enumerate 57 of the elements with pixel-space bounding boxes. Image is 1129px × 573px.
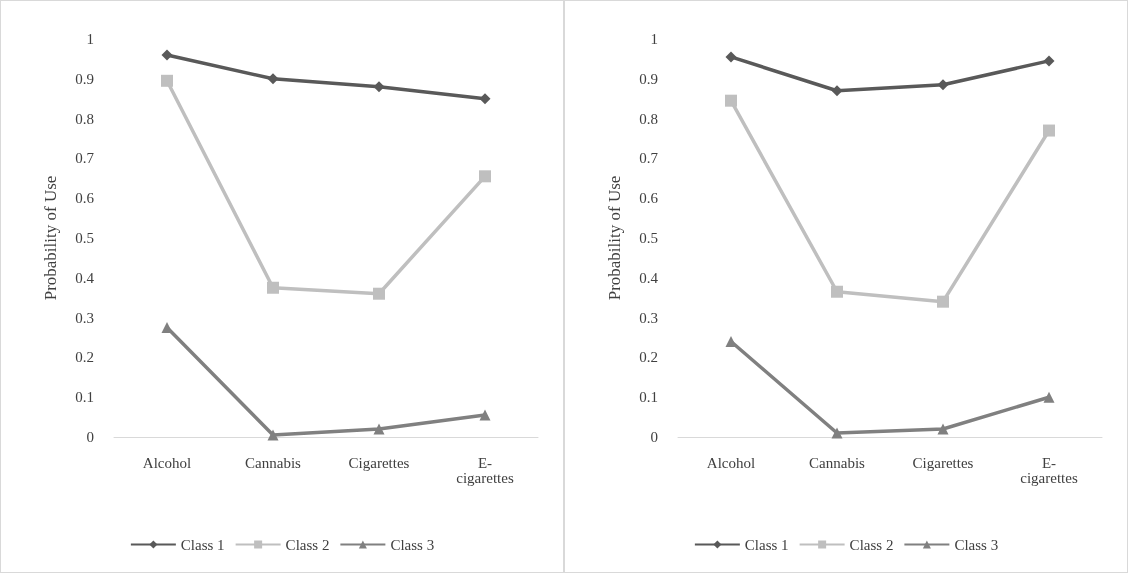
y-tick-label: 0.9 bbox=[75, 70, 94, 87]
y-tick-label: 0.5 bbox=[75, 230, 94, 246]
x-tick-label: Alcohol bbox=[706, 454, 756, 471]
x-tick-label: Cigarettes bbox=[348, 454, 410, 471]
x-tick-label: E-cigarettes bbox=[1020, 454, 1078, 486]
point bbox=[267, 281, 279, 294]
legend-label: Class 1 bbox=[744, 536, 789, 553]
point bbox=[1043, 391, 1055, 403]
y-tick-label: 0.3 bbox=[639, 309, 658, 326]
point bbox=[725, 51, 737, 63]
point bbox=[161, 74, 173, 87]
point bbox=[1043, 55, 1055, 67]
y-tick-label: 0 bbox=[86, 429, 94, 445]
legend-label: Class 2 bbox=[285, 536, 330, 553]
x-tick-label: Cannabis bbox=[245, 454, 302, 471]
point bbox=[937, 79, 949, 91]
legend-label: Class 3 bbox=[390, 536, 435, 553]
x-tick-label: E-cigarettes bbox=[456, 454, 514, 486]
point bbox=[267, 429, 279, 441]
legend-label: Class 2 bbox=[849, 536, 894, 553]
legend-label: Class 3 bbox=[954, 536, 999, 553]
y-tick-label: 0.8 bbox=[639, 110, 658, 127]
x-tick-label: Cigarettes bbox=[912, 454, 974, 471]
x-tick-label: Alcohol bbox=[142, 454, 192, 471]
point bbox=[937, 423, 949, 435]
y-tick-label: 0.7 bbox=[639, 150, 659, 167]
y-tick-label: 0.1 bbox=[639, 389, 658, 406]
point bbox=[267, 73, 279, 85]
point bbox=[161, 49, 173, 61]
point bbox=[937, 295, 949, 308]
y-tick-label: 0.7 bbox=[75, 150, 95, 167]
y-tick-label: 0.9 bbox=[639, 70, 658, 87]
point bbox=[831, 427, 843, 439]
y-tick-label: 0.2 bbox=[75, 349, 94, 366]
x-tick-label: Cannabis bbox=[809, 454, 866, 471]
y-tick-label: 0.3 bbox=[75, 309, 94, 326]
y-tick-label: 0.6 bbox=[75, 190, 95, 207]
y-tick-label: 0.5 bbox=[639, 230, 658, 246]
y-tick-label: 0.2 bbox=[639, 349, 658, 366]
point bbox=[373, 423, 385, 435]
point bbox=[373, 287, 385, 300]
y-tick-label: 1 bbox=[650, 31, 658, 47]
point bbox=[725, 94, 737, 107]
y-tick-label: 0.8 bbox=[75, 110, 94, 127]
point bbox=[831, 285, 843, 298]
point bbox=[1043, 124, 1055, 137]
y-tick-label: 0.1 bbox=[75, 389, 94, 406]
y-tick-label: 0.4 bbox=[639, 269, 659, 286]
point bbox=[479, 170, 491, 183]
y-tick-label: 1 bbox=[86, 31, 94, 47]
y-axis-title: Probability of Use bbox=[605, 175, 624, 301]
legend-label: Class 1 bbox=[180, 536, 225, 553]
y-tick-label: 0 bbox=[650, 429, 658, 445]
point bbox=[479, 409, 491, 421]
y-axis-title: Probability of Use bbox=[41, 175, 60, 301]
y-tick-label: 0.6 bbox=[639, 190, 659, 207]
y-tick-label: 0.4 bbox=[75, 269, 95, 286]
